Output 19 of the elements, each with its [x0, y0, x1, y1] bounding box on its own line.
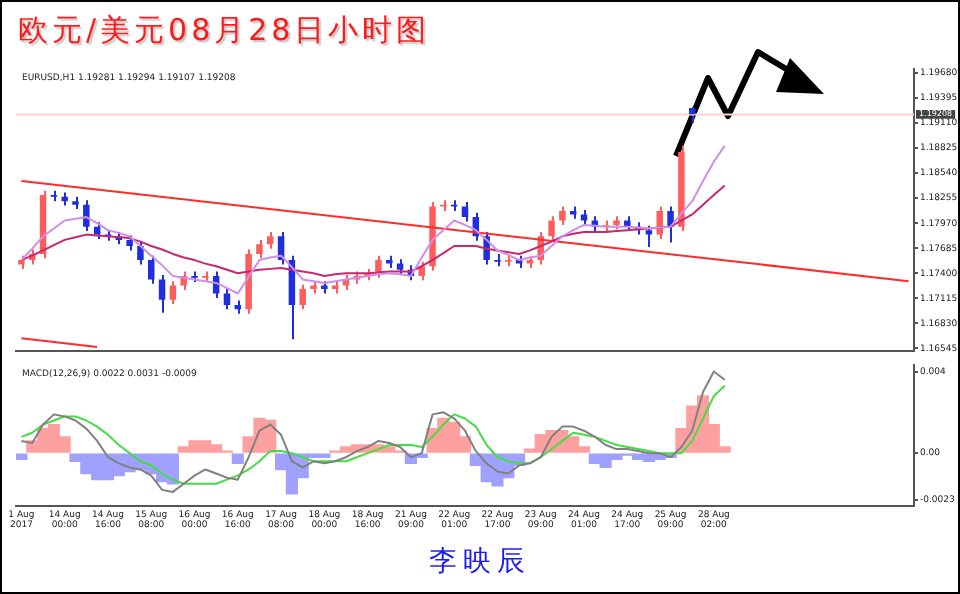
text: 李映辰	[427, 544, 533, 580]
candlestick	[375, 254, 382, 279]
candlestick	[148, 254, 155, 285]
candlestick	[559, 205, 566, 226]
candlestick	[169, 280, 177, 306]
candlestick	[418, 260, 425, 282]
candlestick	[548, 215, 555, 242]
candlestick	[256, 238, 263, 260]
bar	[231, 453, 244, 465]
candlestick	[158, 274, 166, 314]
chart-title: 欧元/美元08月28日小时图	[18, 12, 431, 50]
candlestick	[667, 205, 674, 244]
candlestick	[645, 224, 653, 248]
bar	[16, 453, 28, 460]
candlestick	[83, 199, 90, 233]
candlestick	[461, 201, 469, 223]
candlestick	[223, 288, 231, 311]
candlestick	[299, 283, 306, 311]
candlestick	[137, 240, 144, 266]
